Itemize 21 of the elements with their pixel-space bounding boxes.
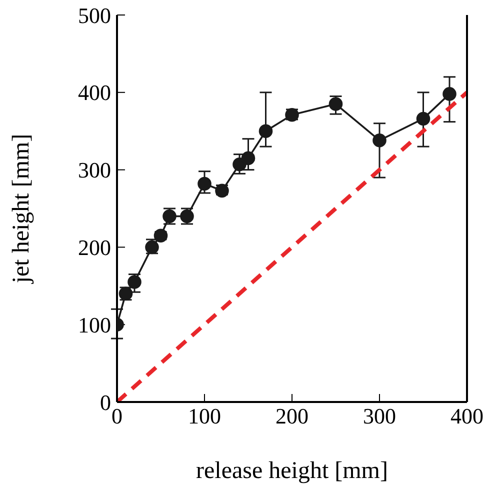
x-tick-label: 100: [188, 404, 221, 429]
x-tick-label: 300: [363, 404, 396, 429]
y-tick-label: 300: [78, 158, 111, 183]
y-tick-label: 500: [78, 2, 111, 28]
y-tick-label: 100: [78, 312, 111, 338]
point: [232, 157, 246, 172]
y-tick-label: 200: [78, 235, 111, 260]
point: [372, 133, 386, 148]
point: [328, 97, 343, 111]
x-tick-label: 200: [276, 404, 308, 429]
x-tick-label: 400: [450, 404, 484, 429]
y-tick-label: 400: [78, 80, 111, 106]
point: [215, 184, 229, 198]
point: [128, 275, 142, 289]
point: [241, 151, 256, 166]
point: [198, 176, 212, 191]
point: [442, 87, 456, 101]
y-axis-title: jet height [mm]: [8, 134, 35, 284]
point: [258, 124, 273, 138]
x-axis-title: release height [mm]: [196, 458, 388, 484]
point: [416, 112, 430, 126]
